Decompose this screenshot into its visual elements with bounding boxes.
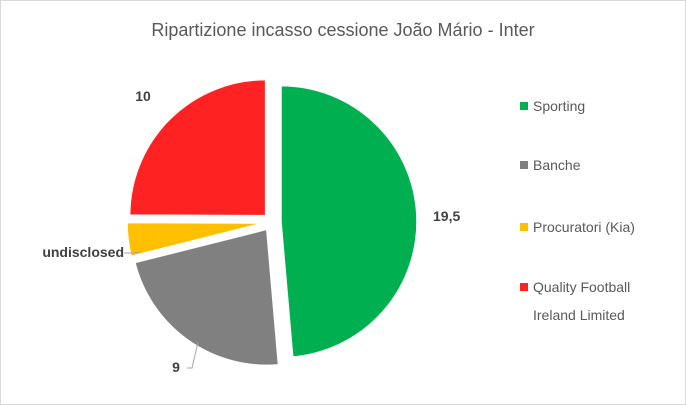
pie-slice-quality-football-ireland-limited <box>128 78 267 217</box>
legend-label-sporting: Sporting <box>533 98 586 114</box>
legend-label-banche: Banche <box>533 157 581 173</box>
legend-swatch-sporting <box>520 102 528 110</box>
legend-label-quality-football-line1: Quality Football <box>533 279 631 295</box>
legend-swatch-quality-football <box>520 283 528 291</box>
legend-label-quality-football-line2: Ireland Limited <box>533 307 625 323</box>
pie-slice-procuratori-kia <box>126 221 264 258</box>
pie-slice-banche <box>133 228 280 367</box>
data-label-procuratori-kia: undisclosed <box>42 244 124 260</box>
legend-swatch-banche <box>520 161 528 169</box>
chart-title: Ripartizione incasso cessione João Mário… <box>151 20 535 40</box>
legend-swatch-procuratori <box>520 223 528 231</box>
legend-label-procuratori: Procuratori (Kia) <box>533 219 635 235</box>
data-label-quality-football-ireland-limited: 10 <box>135 88 151 104</box>
data-label-sporting: 19,5 <box>433 208 460 224</box>
pie-slice-sporting <box>280 84 418 358</box>
leader-line-banche <box>187 341 199 369</box>
data-label-banche: 9 <box>172 359 180 375</box>
leader-line-procuratori-kia <box>124 251 141 254</box>
